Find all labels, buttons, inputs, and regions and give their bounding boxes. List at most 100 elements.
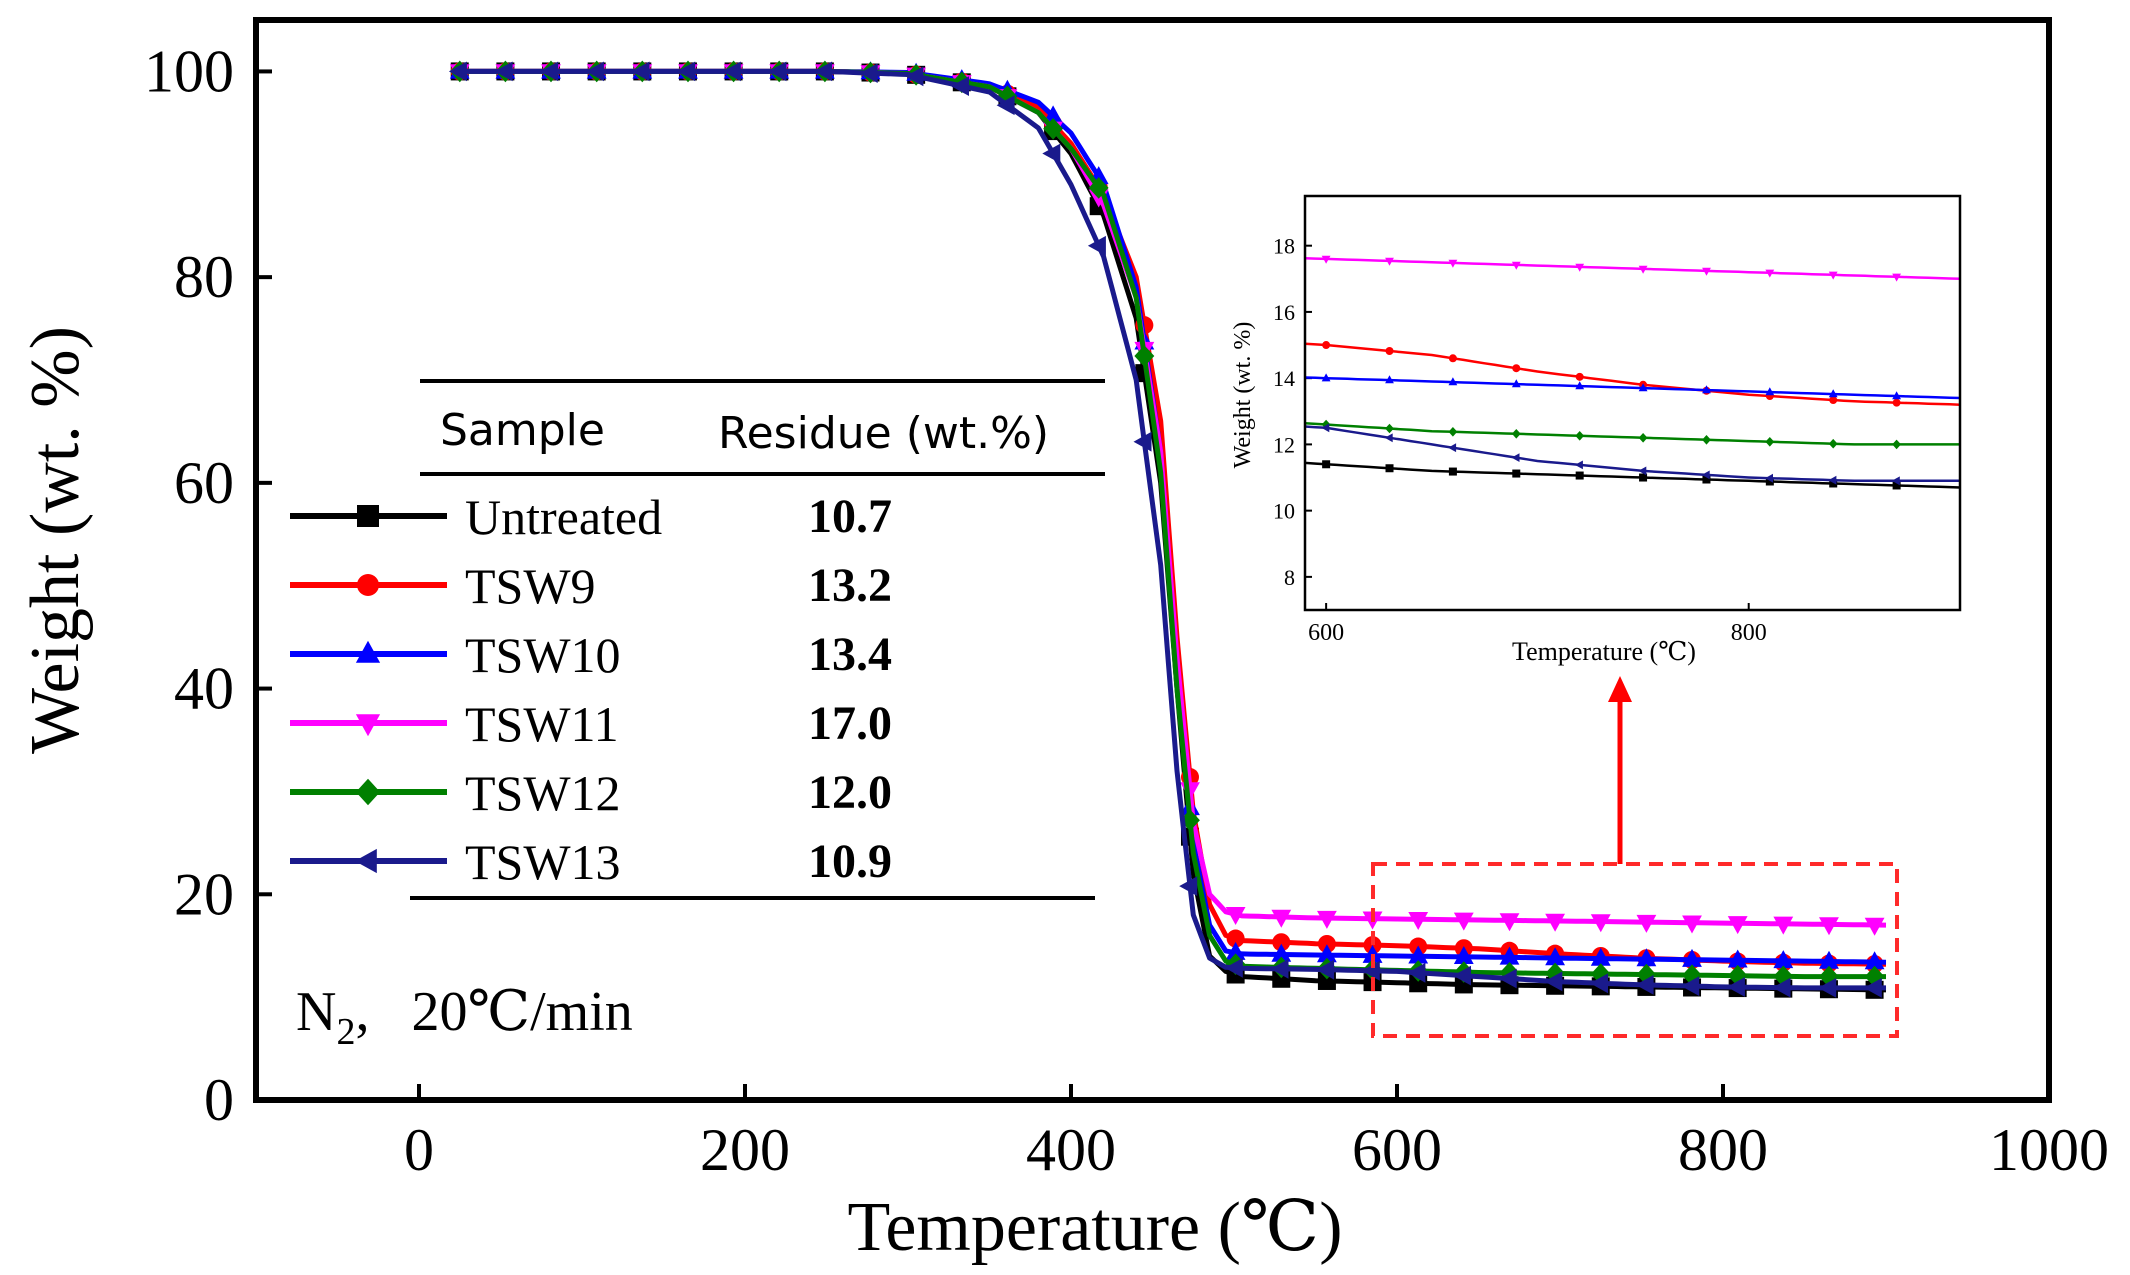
data-point [1682, 948, 1702, 967]
inset-data-point [1512, 364, 1521, 373]
legend-row-untreated: Untreated 10.7 [290, 489, 892, 545]
data-point [1681, 976, 1700, 996]
data-point [1773, 950, 1794, 969]
inset-data-point [1828, 475, 1837, 485]
inset-data-point [1829, 479, 1838, 488]
data-point [1317, 944, 1337, 963]
legend-marker [355, 714, 381, 737]
data-point [1726, 977, 1745, 997]
data-point [1453, 912, 1474, 931]
inset-data-point [1575, 431, 1585, 441]
x-tick-label: 0 [404, 1117, 434, 1183]
inset-y-tick-label: 12 [1273, 432, 1295, 457]
inset-data-point [1448, 427, 1458, 437]
residue-value: 13.2 [808, 559, 892, 612]
legend-label: TSW13 [465, 834, 621, 890]
data-point [1819, 917, 1839, 936]
table-header-sample: Sample [440, 405, 605, 456]
legend-marker [357, 505, 379, 527]
residue-value: 12.0 [808, 766, 892, 819]
inset-series-tsw13 [1304, 423, 1960, 486]
residue-value: 10.9 [808, 835, 892, 888]
data-point [1864, 917, 1885, 936]
inset-y-tick-label: 10 [1273, 499, 1295, 524]
data-point [1863, 978, 1882, 998]
main-series [448, 60, 1887, 999]
data-point [1727, 964, 1748, 987]
table-header-residue: Residue (wt.%) [718, 408, 1049, 459]
inset-data-point [1575, 372, 1584, 381]
inset-data-point [1321, 423, 1330, 433]
inset-data-point [1321, 419, 1331, 430]
inset-data-point [1448, 259, 1458, 268]
data-point [1272, 933, 1291, 952]
data-point [1818, 978, 1837, 998]
legend-marker [355, 778, 381, 806]
data-point [905, 66, 924, 87]
inset-data-point [1511, 453, 1520, 462]
inset-data-point [1702, 435, 1711, 445]
data-point [677, 61, 696, 82]
inset-x-tick-label: 800 [1731, 620, 1767, 646]
data-point [1636, 948, 1657, 967]
inset-data-point [1702, 267, 1711, 276]
legend-row-tsw13: TSW13 10.9 [290, 834, 892, 890]
y-tick-label: 0 [204, 1067, 234, 1133]
inset-series-tsw12 [1304, 419, 1960, 450]
data-point [1270, 959, 1289, 979]
data-point [631, 61, 650, 82]
inset-data-point [1575, 263, 1585, 272]
inset-data-point [1385, 423, 1394, 434]
inset-series-tsw11 [1304, 255, 1961, 282]
inset-data-point [1385, 375, 1394, 384]
inset-data-point [1828, 271, 1838, 280]
inset-data-point [1638, 433, 1648, 443]
legend-label: TSW10 [465, 627, 621, 683]
legend-marker [354, 848, 377, 874]
inset-data-point [1702, 385, 1711, 394]
legend-row-tsw11: TSW11 17.0 [290, 696, 892, 752]
x-tick-label: 400 [1026, 1117, 1116, 1183]
inset-data-point [1385, 257, 1394, 266]
inset-data-point [1765, 477, 1774, 486]
data-point [1361, 960, 1380, 981]
data-point [1590, 973, 1608, 994]
data-point [1408, 912, 1429, 930]
data-point [1043, 118, 1063, 140]
condition-prefix: N [296, 981, 336, 1043]
axis-ticks: 0 200 400 600 800 1000 0 20 40 60 80 100 [144, 38, 2109, 1183]
x-tick-label: 1000 [1989, 1117, 2109, 1183]
inset-data-point [1448, 467, 1457, 476]
inset-data-point [1828, 438, 1838, 449]
legend-label: TSW12 [465, 765, 621, 821]
data-point [448, 61, 467, 82]
legend-marker [357, 574, 379, 596]
y-tick-label: 100 [144, 38, 234, 104]
data-point [1545, 947, 1565, 966]
x-tick-label: 600 [1352, 1117, 1442, 1183]
data-point [1545, 962, 1565, 985]
data-point [1271, 943, 1292, 962]
data-point [1224, 958, 1243, 978]
data-point [1727, 916, 1748, 935]
inset-data-point [1892, 439, 1901, 450]
residue-value: 13.4 [808, 628, 892, 681]
inset-data-point [1702, 475, 1711, 484]
y-tick-label: 60 [174, 450, 234, 516]
inset-data-point [1322, 341, 1331, 350]
inset-data-point [1891, 476, 1900, 486]
data-point [1043, 105, 1063, 124]
data-point [1133, 431, 1152, 452]
data-point [1590, 914, 1611, 933]
data-point [494, 61, 513, 82]
legend-row-tsw12: TSW12 12.0 [290, 765, 892, 821]
data-point [1636, 963, 1657, 986]
inset-data-point [1575, 471, 1584, 480]
data-point [1772, 977, 1791, 998]
inset-data-point [1448, 377, 1458, 386]
inset-series-line [1304, 421, 1960, 446]
inset-data-point [1575, 381, 1585, 390]
legend-row-tsw9: TSW9 13.2 [290, 558, 892, 614]
data-point [996, 95, 1015, 116]
